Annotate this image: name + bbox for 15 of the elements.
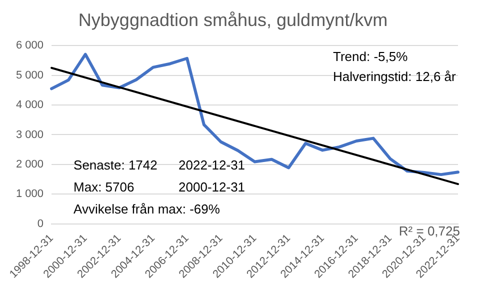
y-tick-label: 4 000 [16,99,44,112]
annotation: 2022-12-31 [178,157,246,172]
chart-title: Nybyggnadtion småhus, guldmynt/kvm [78,10,388,30]
y-tick-label: 1 000 [16,188,44,200]
y-tick-label: 5 000 [16,69,44,82]
annotation: Halveringstid: 12,6 år [333,69,457,84]
annotation: Senaste: 1742 [74,157,158,172]
y-tick-label: 2 000 [16,158,44,170]
annotation: Avvikelse från max: -69% [74,201,220,216]
y-tick-label: 6 000 [16,40,44,52]
y-tick-label: 0 [37,218,44,230]
y-tick-label: 3 000 [16,128,44,141]
annotation: Max: 5706 [74,179,134,194]
annotation: Trend: -5,5% [333,49,408,64]
annotation: 2000-12-31 [178,179,246,194]
